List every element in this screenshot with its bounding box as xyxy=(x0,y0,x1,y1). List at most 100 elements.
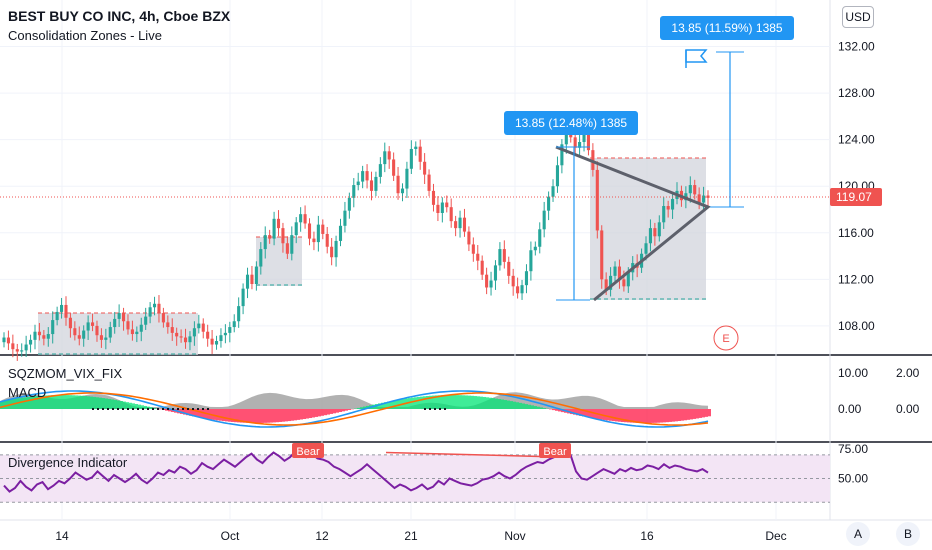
momentum-bar xyxy=(636,409,639,423)
momentum-bar xyxy=(672,409,675,422)
momentum-bar xyxy=(333,409,336,414)
candle-body xyxy=(560,144,564,166)
x-tick-label: 14 xyxy=(55,529,69,543)
candle-body xyxy=(458,217,462,229)
candle-body xyxy=(431,190,436,205)
momentum-bar xyxy=(93,396,96,409)
momentum-bar xyxy=(183,409,186,415)
momentum-bar xyxy=(519,402,522,409)
momentum-bar xyxy=(84,396,87,409)
candle-body xyxy=(502,249,506,262)
momentum-bar xyxy=(258,409,261,423)
candle-body xyxy=(671,199,675,210)
log-scale-button[interactable]: B xyxy=(896,522,920,546)
candle-body xyxy=(555,165,560,187)
momentum-bar xyxy=(96,397,99,409)
momentum-bar xyxy=(291,409,294,421)
candle-body xyxy=(121,313,126,322)
momentum-bar xyxy=(3,400,6,409)
candle-body xyxy=(148,307,152,317)
momentum-bar xyxy=(111,399,114,409)
momentum-bar xyxy=(510,401,513,409)
candle-body xyxy=(702,195,706,203)
candle-body xyxy=(578,142,582,148)
auto-scale-button[interactable]: A xyxy=(846,522,870,546)
momentum-bar xyxy=(429,395,432,409)
candle-body xyxy=(46,334,50,339)
momentum-bar xyxy=(18,398,21,409)
candle-body xyxy=(263,235,267,250)
momentum-bar xyxy=(681,409,684,421)
momentum-bar xyxy=(33,396,36,409)
momentum-bar xyxy=(261,409,264,423)
candle-body xyxy=(188,336,192,343)
x-tick-label: Oct xyxy=(221,529,240,543)
candle-body xyxy=(626,272,630,287)
momentum-bar xyxy=(483,396,486,409)
momentum-bar xyxy=(456,395,459,409)
momentum-bar xyxy=(501,399,504,409)
macd-label[interactable]: MACD xyxy=(8,385,47,400)
momentum-bar xyxy=(375,404,378,409)
momentum-bar xyxy=(324,409,327,416)
candle-body xyxy=(392,159,396,176)
candle-body xyxy=(524,271,529,286)
momentum-bar xyxy=(66,395,69,409)
momentum-bar xyxy=(237,409,240,423)
momentum-bar xyxy=(582,409,585,417)
momentum-bar xyxy=(576,409,579,416)
momentum-bar xyxy=(120,401,123,409)
momentum-bar xyxy=(180,409,183,414)
divergence-label[interactable]: Divergence Indicator xyxy=(8,455,128,470)
candle-body xyxy=(95,325,99,336)
candle-body xyxy=(440,202,444,213)
momentum-bar xyxy=(573,409,576,415)
momentum-bar xyxy=(492,398,495,409)
momentum-bar xyxy=(105,398,108,409)
momentum-bar xyxy=(165,409,168,411)
candle-body xyxy=(219,335,223,342)
candle-body xyxy=(210,338,214,345)
momentum-bar xyxy=(90,396,93,409)
momentum-bar xyxy=(102,398,105,409)
momentum-bar xyxy=(414,397,417,409)
momentum-bar xyxy=(642,409,645,423)
sqzmom-label[interactable]: SQZMOM_VIX_FIX xyxy=(8,366,123,381)
candle-body xyxy=(418,146,422,162)
momentum-bar xyxy=(306,409,309,419)
candle-body xyxy=(622,279,626,287)
y-tick-label: 0.00 xyxy=(896,402,920,416)
symbol-title[interactable]: BEST BUY CO INC, 4h, Cboe BZX xyxy=(8,8,231,24)
candle-body xyxy=(11,343,15,350)
momentum-bar xyxy=(189,409,192,416)
momentum-bar xyxy=(423,396,426,409)
candle-body xyxy=(290,235,294,254)
candle-body xyxy=(586,133,591,151)
momentum-bar xyxy=(684,409,687,421)
candle-body xyxy=(564,131,568,145)
candle-body xyxy=(152,303,157,308)
candle-body xyxy=(117,313,121,319)
candle-body xyxy=(595,169,599,231)
momentum-bar xyxy=(285,409,288,422)
momentum-bar xyxy=(474,396,477,409)
candle-body xyxy=(206,331,210,339)
candle-body xyxy=(347,197,351,211)
candle-body xyxy=(170,327,174,333)
candle-body xyxy=(307,223,312,239)
candle-body xyxy=(493,265,498,281)
consolidation-zone xyxy=(256,237,302,286)
momentum-bar xyxy=(705,409,708,417)
indicator-name[interactable]: Consolidation Zones - Live xyxy=(8,28,162,43)
momentum-bar xyxy=(138,404,141,409)
momentum-bar xyxy=(531,405,534,409)
momentum-bar xyxy=(606,409,609,421)
currency-button[interactable]: USD xyxy=(842,6,874,28)
candle-body xyxy=(423,161,427,175)
candle-body xyxy=(489,280,493,288)
momentum-bar xyxy=(51,395,54,409)
candle-body xyxy=(60,304,64,312)
candle-body xyxy=(485,274,489,288)
candle-body xyxy=(325,233,329,247)
candle-body xyxy=(179,336,183,338)
